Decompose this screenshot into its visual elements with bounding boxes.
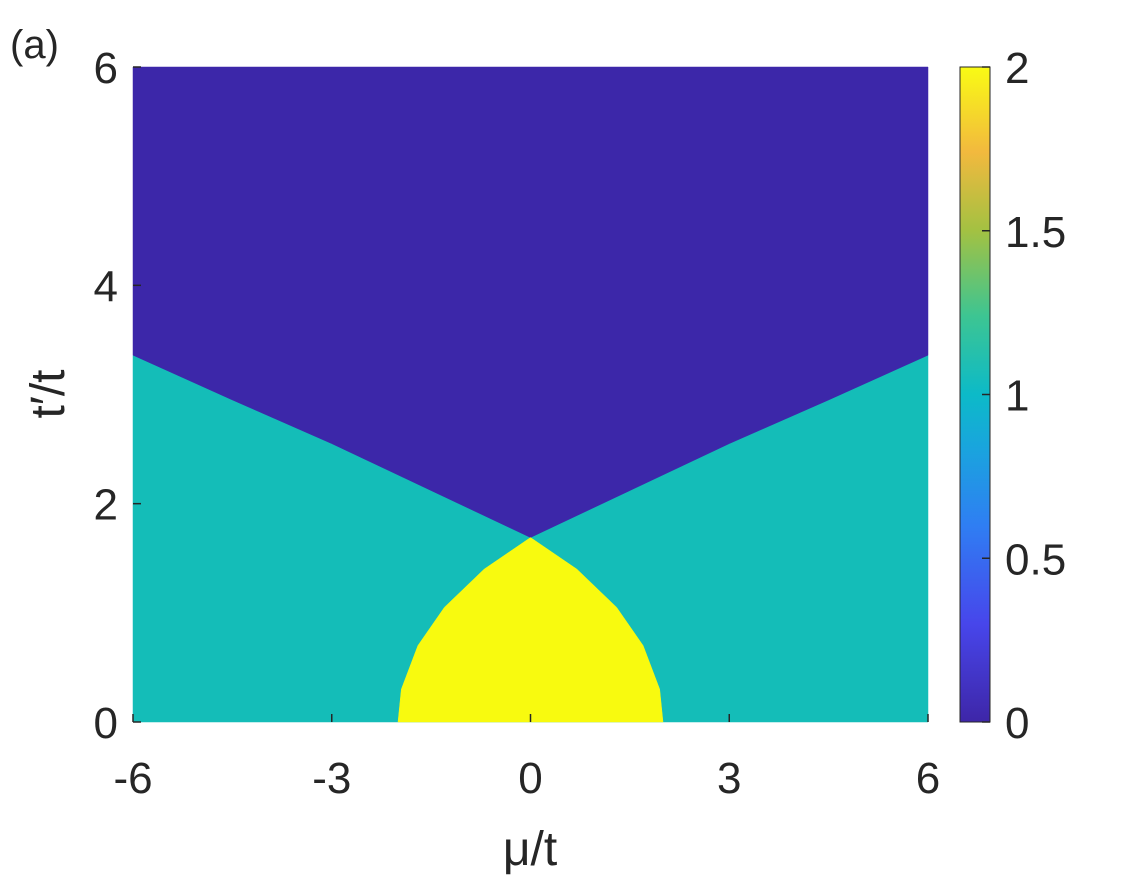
x-axis-label: μ/t <box>503 823 557 876</box>
phase-region <box>397 537 664 723</box>
panel-label: (a) <box>10 23 59 67</box>
y-tick-label: 4 <box>94 262 118 311</box>
phase-region <box>132 66 929 538</box>
y-tick-label: 2 <box>94 481 118 530</box>
colorbar-tick-label: 1 <box>1005 372 1029 421</box>
colorbar-tick-label: 0.5 <box>1005 535 1066 584</box>
x-tick-label: -6 <box>113 754 152 803</box>
x-tick-label: 6 <box>916 754 940 803</box>
colorbar-tick-label: 1.5 <box>1005 208 1066 257</box>
x-tick-label: -3 <box>312 754 351 803</box>
y-tick-label: 0 <box>94 699 118 748</box>
colorbar-tick-label: 2 <box>1005 44 1029 93</box>
colorbar-tick-label: 0 <box>1005 699 1029 748</box>
y-tick-label: 6 <box>94 44 118 93</box>
x-tick-label: 3 <box>717 754 741 803</box>
x-tick-label: 0 <box>518 754 542 803</box>
y-axis-label: t′/t <box>22 369 75 418</box>
